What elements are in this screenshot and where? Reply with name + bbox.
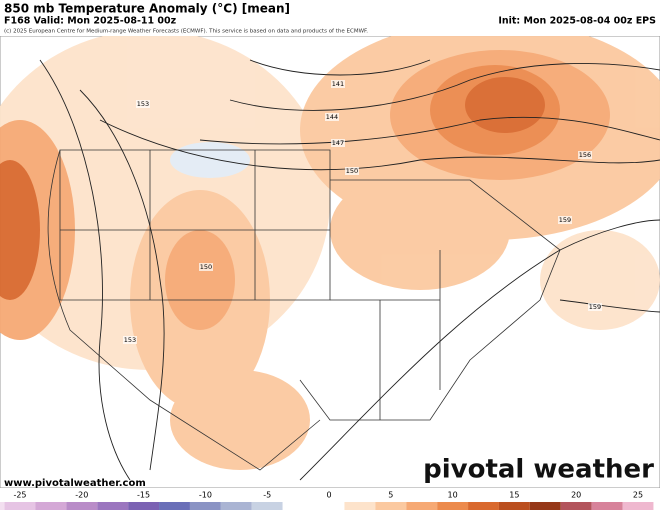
colorbar-swatch: [437, 502, 469, 510]
contour-label-bg: [199, 263, 213, 271]
colorbar-tick-label: -5: [263, 491, 271, 500]
colorbar-swatch: [189, 502, 221, 510]
contour-label-bg: [325, 113, 339, 121]
init-time: Init: Mon 2025-08-04 00z EPS: [498, 16, 656, 27]
colorbar-swatch: [159, 502, 190, 510]
contour-label: 144: [326, 113, 338, 121]
colorbar-swatch: [0, 502, 5, 510]
contour-label-bg: [578, 151, 592, 159]
contour-label-bg: [331, 139, 345, 147]
contour-label-bg: [136, 100, 150, 108]
colorbar-swatch: [282, 502, 314, 510]
colorbar-tick-label: -20: [75, 491, 88, 500]
contour-label-bg: [588, 303, 602, 311]
colorbar-swatch: [313, 502, 345, 510]
colorbar-swatch: [468, 502, 499, 510]
colorbar-swatch: [498, 502, 530, 510]
colorbar-tick-label: 10: [448, 491, 458, 500]
contour-label: 156: [579, 151, 591, 159]
colorbar-tick-label: 25: [633, 491, 643, 500]
colorbar-swatch: [406, 502, 438, 510]
contour-label: 150: [346, 167, 358, 175]
credit: (c) 2025 European Centre for Medium-rang…: [4, 29, 368, 35]
contour-label-bg: [345, 167, 359, 175]
colorbar-tick-label: -10: [199, 491, 212, 500]
colorbar-tick-label: -15: [137, 491, 150, 500]
contour-label-bg: [331, 80, 345, 88]
height-contours: [39, 59, 660, 481]
colorbar-tick-label: 20: [571, 491, 581, 500]
title: 850 mb Temperature Anomaly (°C) [mean]: [4, 2, 290, 16]
colorbar-swatch: [344, 502, 376, 510]
contour-label: 159: [589, 303, 601, 311]
colorbar-tick-label: 15: [509, 491, 519, 500]
contour-label-bg: [123, 336, 137, 344]
contour-label: 150: [200, 263, 212, 271]
colorbar-swatch: [591, 502, 623, 510]
contour-label: 141: [332, 80, 344, 88]
colorbar-swatch: [560, 502, 592, 510]
colorbar-swatch: [220, 502, 252, 510]
header-bg: [0, 0, 660, 36]
colorbar-swatch: [4, 502, 36, 510]
contour-label-bg: [558, 216, 572, 224]
colorbar-swatch: [622, 502, 654, 510]
colorbar-swatch: [375, 502, 407, 510]
contour-label: 153: [137, 100, 149, 108]
colorbar-swatch: [35, 502, 67, 510]
logo: pivotal weather: [423, 455, 654, 485]
colorbar-swatch: [251, 502, 283, 510]
colorbar-swatch: [97, 502, 129, 510]
contour-label: 159: [559, 216, 571, 224]
colorbar-tick-label: 0: [326, 491, 331, 500]
colorbar-tick-label: 5: [388, 491, 393, 500]
colorbar-swatch: [128, 502, 160, 510]
website: www.pivotalweather.com: [4, 478, 146, 489]
valid-time: F168 Valid: Mon 2025-08-11 00z: [4, 16, 177, 27]
colorbar-swatch: [66, 502, 98, 510]
contour-label: 153: [124, 336, 136, 344]
colorbar-tick-label: -25: [13, 491, 26, 500]
colorbar-swatch: [529, 502, 561, 510]
contour-label: 147: [332, 139, 344, 147]
anomaly-shading: [0, 20, 660, 470]
